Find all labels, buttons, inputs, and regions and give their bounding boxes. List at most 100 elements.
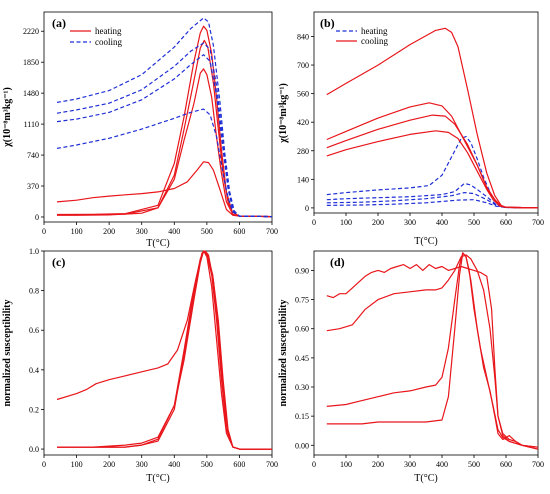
ticks-group-b: 0 100 200 300 400 500 600 700 0 140 280 420 560 700 84… [297,32,544,227]
x-tick-label-b: 600 [500,218,512,227]
x-axis-label-c: T(°C) [146,473,169,484]
panel-c: 0 100 200 300 400 500 600 700 0.0 0.2 0.4 0.6 0.8 1.0… [2,247,278,484]
y-tick-label-b: 140 [297,175,309,184]
x-tick-label-c: 200 [103,460,115,469]
x-tick-label-b: 400 [436,218,448,227]
y-tick-label-a: 0 [35,213,39,222]
series-line-c-3 [57,250,272,450]
legend-a: heating cooling [70,26,122,47]
plot-area-c: 0 100 200 300 400 500 600 700 0.0 0.2 0.4 0.6 0.8 1.0 [29,247,278,469]
plot-frame-b [313,11,539,214]
x-tick-label-d: 500 [468,460,480,469]
panel-b: 0 100 200 300 400 500 600 700 0 140 280 420 560 700 84… [278,11,544,247]
x-tick-label-c: 0 [42,460,46,469]
ticks-group-d: 0 100 200 300 400 500 600 700 0.00 0.15 0.30 0.45 0.… [295,266,544,469]
x-tick-label-c: 400 [168,460,180,469]
series-line-a-4 [56,25,273,218]
panel-label-b: (b) [320,16,335,30]
series-line-a-2 [57,68,273,218]
x-tick-label-a: 200 [103,227,115,236]
series-line-b-8 [326,27,539,209]
y-tick-label-b: 840 [297,32,309,41]
plot-frame-d [313,250,539,456]
panel-d: 0 100 200 300 400 500 600 700 0.00 0.15 0.30 0.45 0.… [278,250,544,484]
panel-label-a: (a) [52,16,66,30]
series-group-d [326,252,539,450]
y-tick-label-c: 0.0 [29,445,39,454]
y-tick-label-a: 1850 [23,58,39,67]
y-tick-label-c: 1.0 [29,247,39,256]
x-tick-label-d: 700 [532,460,544,469]
legend-b: heating cooling [336,26,388,46]
x-tick-label-d: 300 [404,460,416,469]
x-tick-label-b: 300 [404,218,416,227]
series-group-b [326,27,539,209]
legend-label-cooling-a: cooling [95,37,122,47]
y-axis-label-a: χ(10⁻⁸m³kg⁻¹) [2,87,13,148]
y-tick-label-c: 0.2 [29,405,39,414]
series-line-c-1 [56,250,272,450]
y-axis-label-d: normalized susceptibility [278,300,289,407]
x-tick-label-a: 0 [42,227,46,236]
legend-label-heating-a: heating [95,26,122,36]
plot-frame-c [43,250,273,456]
series-line-c-2 [57,250,272,450]
x-tick-label-c: 700 [266,460,278,469]
plot-frame-a [43,11,273,223]
series-line-a-6 [56,54,273,218]
x-tick-label-d: 0 [312,460,316,469]
panel-a: 0 100 200 300 400 500 600 700 0 370 740 1110 1480 185… [2,11,278,249]
series-line-b-1 [326,135,539,209]
x-tick-label-c: 500 [201,460,213,469]
x-axis-label-b: T(°C) [414,236,437,247]
panel-label-c: (c) [52,255,65,269]
y-tick-label-d: 0.45 [295,354,309,363]
y-tick-label-d: 0.90 [295,266,309,275]
y-tick-label-a: 370 [27,182,39,191]
x-tick-label-c: 100 [71,460,83,469]
series-line-d-4 [326,252,539,450]
x-tick-label-d: 100 [340,460,352,469]
series-line-c-4 [57,250,272,450]
series-line-b-6 [326,114,539,209]
y-tick-label-c: 0.8 [29,287,39,296]
ticks-group-a: 0 100 200 300 400 500 600 700 0 370 740 1110 1480 185… [23,27,278,236]
series-line-d-1 [326,264,539,448]
x-axis-label-d: T(°C) [414,473,437,484]
y-tick-label-b: 700 [297,61,309,70]
y-tick-label-c: 0.6 [29,326,39,335]
legend-label-heating-b: heating [361,26,388,36]
y-tick-label-c: 0.4 [29,366,39,375]
legend-label-cooling-b: cooling [361,36,388,46]
series-line-b-5 [326,130,539,209]
series-line-d-2 [326,254,539,450]
x-tick-label-a: 700 [266,227,278,236]
plot-area-b: 0 100 200 300 400 500 600 700 0 140 280 420 560 700 84… [297,11,544,227]
y-tick-label-a: 1480 [23,89,39,98]
series-line-a-7 [56,42,273,218]
series-line-a-1 [56,161,273,218]
y-tick-label-b: 560 [297,90,309,99]
x-tick-label-d: 600 [500,460,512,469]
x-tick-label-a: 600 [233,227,245,236]
plot-area-a: 0 100 200 300 400 500 600 700 0 370 740 1110 1480 185… [23,11,278,236]
x-tick-label-a: 300 [136,227,148,236]
y-axis-label-c: normalized susceptibility [2,300,13,407]
y-axis-label-b: χ(10⁻⁸m³kg⁻¹) [278,83,289,144]
x-tick-label-b: 0 [312,218,316,227]
y-tick-label-a: 740 [27,151,39,160]
x-tick-label-a: 400 [168,227,180,236]
x-tick-label-a: 100 [71,227,83,236]
y-tick-label-d: 0.75 [295,296,309,305]
series-line-a-3 [56,39,273,218]
x-tick-label-b: 700 [532,218,544,227]
x-tick-label-b: 200 [372,218,384,227]
series-line-b-2 [326,182,539,209]
x-tick-label-c: 600 [233,460,245,469]
x-tick-label-b: 500 [468,218,480,227]
y-tick-label-b: 0 [305,204,309,213]
x-tick-label-d: 200 [372,460,384,469]
y-tick-label-d: 0.60 [295,325,309,334]
series-group-c [56,250,272,450]
